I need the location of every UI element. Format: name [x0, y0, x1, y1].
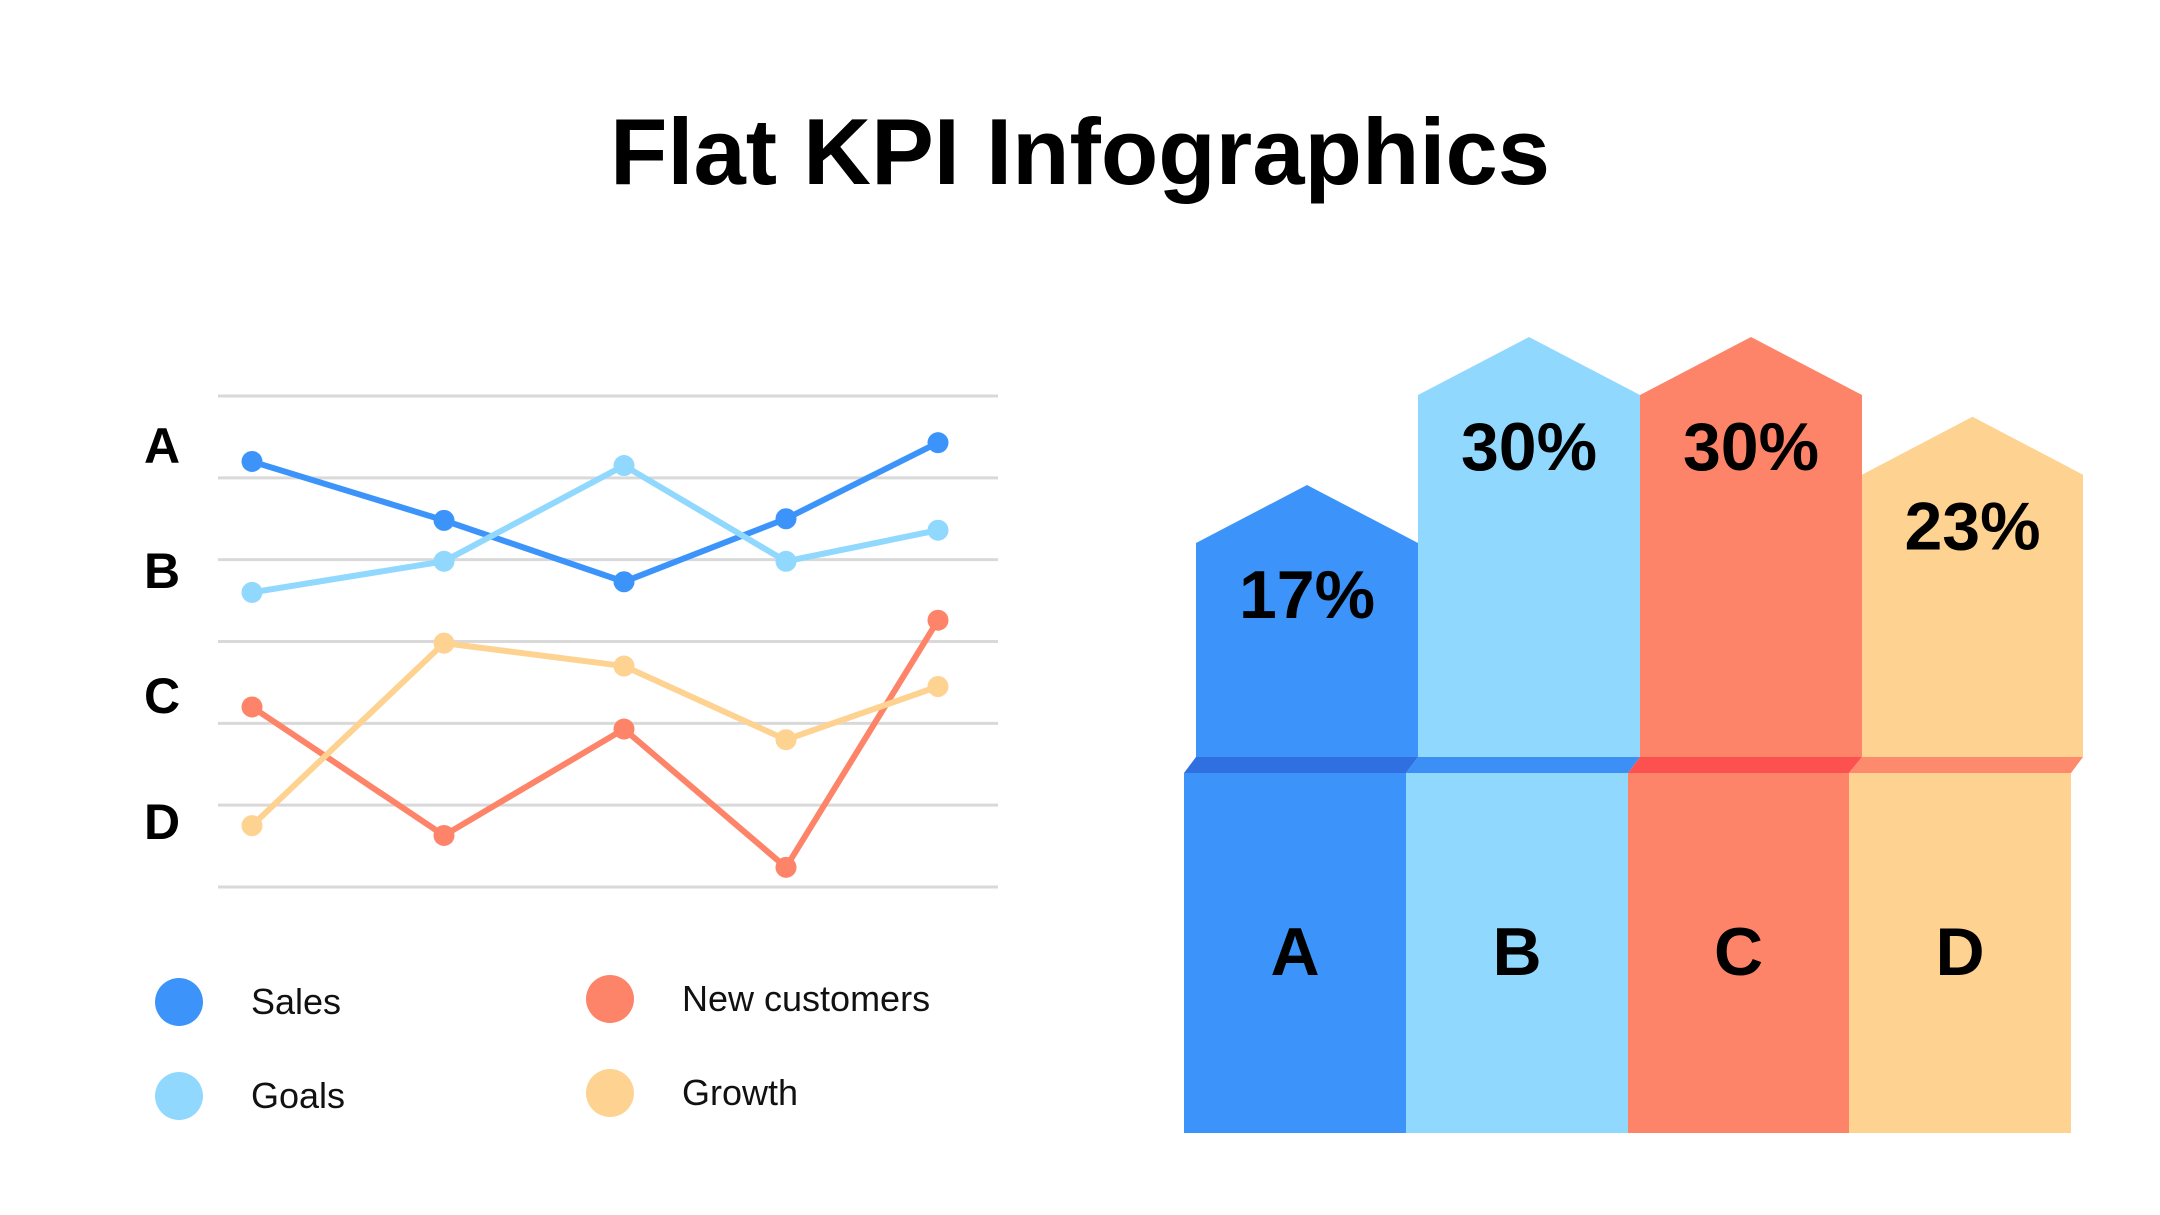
data-point — [613, 655, 635, 677]
y-category-label: B — [144, 543, 180, 599]
bar-category-label: B — [1492, 914, 1541, 990]
bar-base-block — [1184, 773, 1406, 1133]
bar-band — [1628, 757, 1862, 773]
data-point — [241, 815, 263, 837]
y-category-label: C — [144, 668, 180, 724]
bar-band — [1184, 757, 1418, 773]
data-point — [433, 509, 455, 531]
data-point — [775, 729, 797, 751]
bar-band — [1406, 757, 1640, 773]
kpi-line-chart: A B C D — [144, 394, 998, 889]
bar-category-label: A — [1270, 914, 1319, 990]
bar-value-label: 30% — [1683, 409, 1819, 485]
bar-base-block — [1406, 773, 1628, 1133]
bar-base-block — [1628, 773, 1849, 1133]
data-point — [433, 824, 455, 846]
data-point — [927, 676, 949, 698]
data-point — [433, 550, 455, 572]
bar-arrow — [1196, 485, 1418, 757]
data-point — [241, 450, 263, 472]
data-point — [775, 550, 797, 572]
data-point — [775, 856, 797, 878]
data-point — [613, 571, 635, 593]
data-point — [927, 609, 949, 631]
data-point — [613, 718, 635, 740]
bar-arrow — [1640, 337, 1862, 757]
data-point — [927, 432, 949, 454]
bar-arrow — [1862, 416, 2083, 757]
bar-category-label: C — [1714, 914, 1763, 990]
y-category-label: A — [144, 418, 180, 474]
data-point — [241, 581, 263, 603]
y-category-label: D — [144, 794, 180, 850]
bar-base-block — [1849, 773, 2071, 1133]
bar-value-label: 23% — [1904, 489, 2040, 565]
bar-band — [1849, 757, 2083, 773]
bar-category-label: D — [1935, 914, 1984, 990]
bar-arrow — [1418, 337, 1640, 757]
bar-value-label: 17% — [1239, 557, 1375, 633]
data-point — [433, 632, 455, 654]
data-point — [241, 696, 263, 718]
data-point — [927, 519, 949, 541]
data-point — [613, 455, 635, 477]
page-title: Flat KPI Infographics — [609, 99, 1551, 204]
data-point — [775, 508, 797, 530]
bar-value-label: 30% — [1461, 409, 1597, 485]
